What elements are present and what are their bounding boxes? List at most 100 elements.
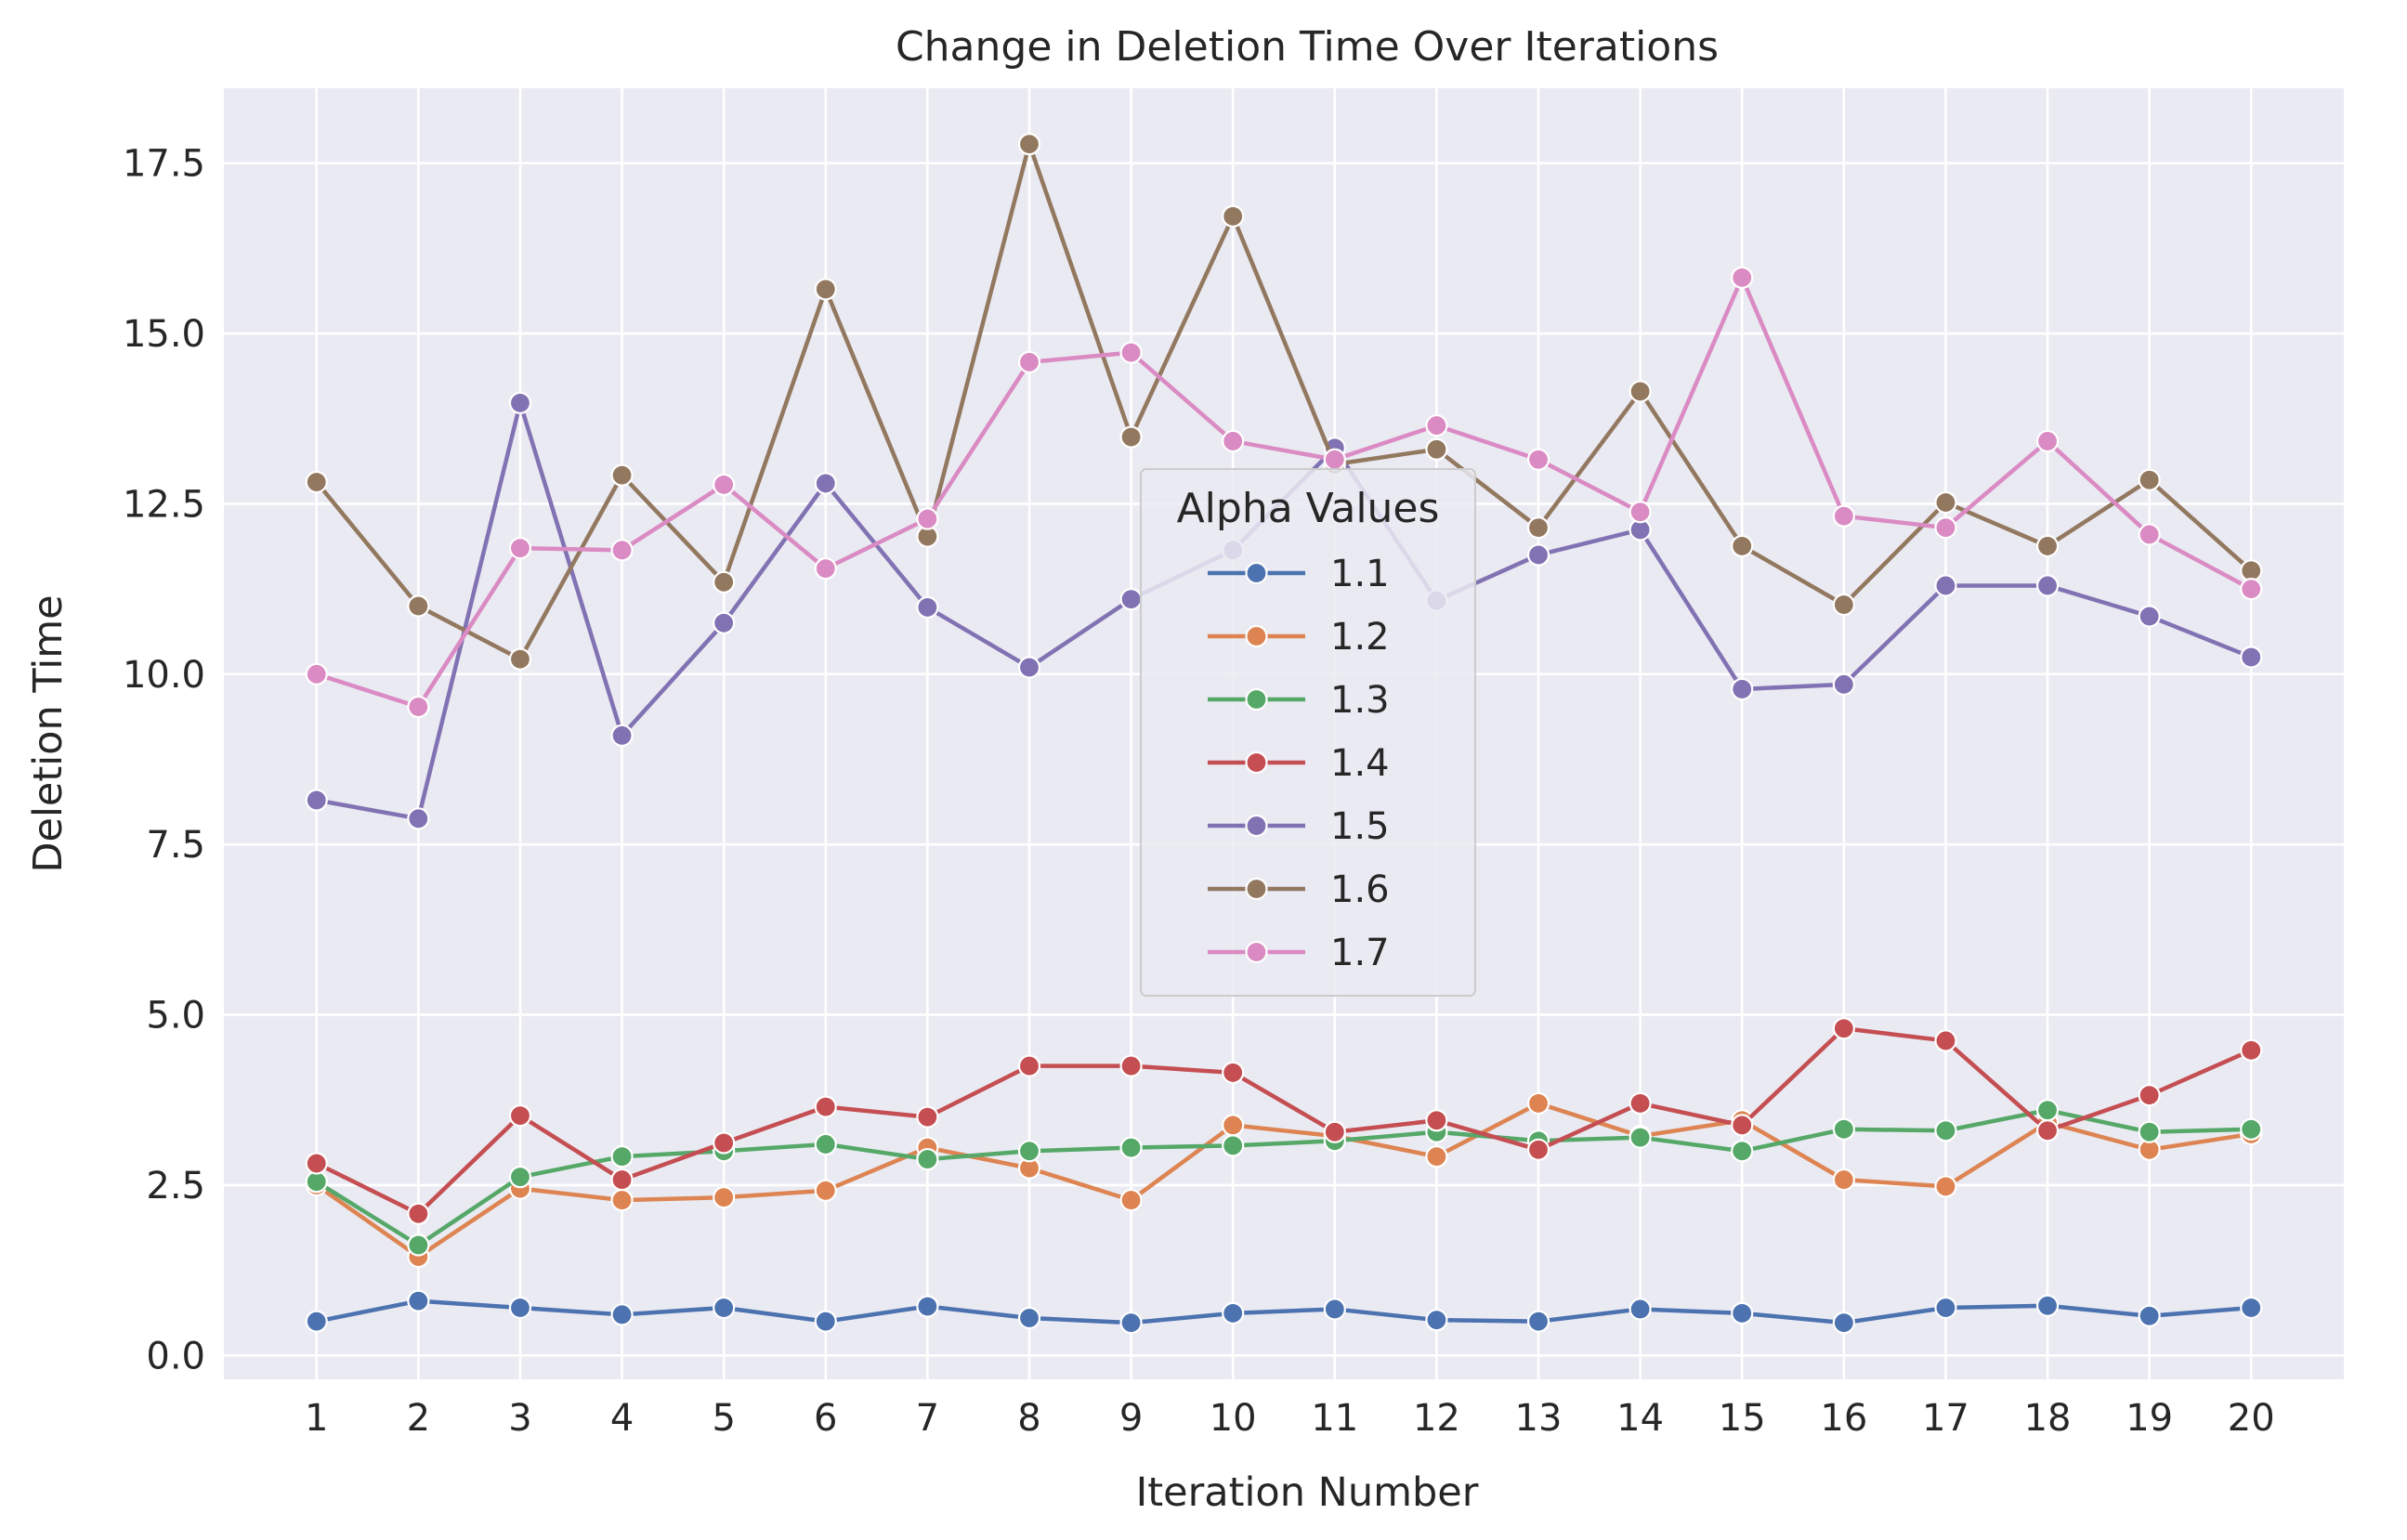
data-point <box>1425 1109 1448 1132</box>
data-point <box>814 1179 837 1202</box>
data-point <box>1425 1309 1448 1332</box>
data-point <box>2240 1296 2263 1320</box>
legend-item: 1.4 <box>1208 742 1390 785</box>
data-point <box>1222 1114 1245 1137</box>
data-point <box>1832 672 1855 696</box>
data-point <box>305 1310 328 1333</box>
legend-label: 1.2 <box>1330 616 1390 659</box>
data-point <box>1832 1168 1855 1192</box>
data-point <box>1119 425 1143 449</box>
data-point <box>305 470 328 494</box>
data-point <box>1425 1145 1448 1168</box>
y-axis-ticks: 0.0 2.5 5.0 7.5 10.0 12.5 15.0 17.5 <box>123 143 205 1378</box>
data-point <box>1017 1054 1041 1077</box>
series-line <box>314 1299 2254 1325</box>
data-point <box>814 1095 837 1118</box>
x-tick-label: 3 <box>508 1397 531 1440</box>
legend-label: 1.6 <box>1330 868 1390 911</box>
data-point <box>916 1295 939 1318</box>
y-axis-label: Deletion Time <box>25 594 72 872</box>
data-point <box>2138 1120 2161 1143</box>
data-point <box>407 695 430 719</box>
data-point <box>508 391 532 414</box>
y-tick-label: 0.0 <box>146 1335 205 1377</box>
data-point <box>508 1166 532 1189</box>
x-tick-label: 16 <box>1820 1397 1867 1440</box>
y-tick-label: 7.5 <box>146 824 205 867</box>
data-point <box>2138 468 2161 491</box>
data-point <box>1832 593 1855 617</box>
x-tick-label: 7 <box>916 1397 939 1440</box>
data-point <box>1119 341 1143 364</box>
data-point <box>814 278 837 301</box>
legend-items: 1.1 1.2 1.3 1.4 1.5 1.6 1.7 <box>1208 553 1390 974</box>
data-point <box>1934 1296 1957 1320</box>
data-point <box>305 789 328 812</box>
x-tick-label: 12 <box>1413 1397 1460 1440</box>
data-point <box>2035 574 2060 597</box>
legend-label: 1.7 <box>1330 932 1390 974</box>
legend-item: 1.5 <box>1208 805 1390 848</box>
data-point <box>814 472 837 495</box>
data-point <box>1934 1029 1957 1052</box>
series-line <box>314 1101 2254 1259</box>
data-point <box>1222 1301 1245 1325</box>
data-point <box>1222 429 1245 453</box>
data-point <box>1323 448 1346 471</box>
data-point <box>916 507 939 530</box>
x-tick-label: 2 <box>407 1397 430 1440</box>
data-point <box>2240 578 2263 601</box>
data-point <box>1222 1134 1245 1157</box>
data-point <box>305 1152 328 1175</box>
legend-marker-swatch <box>1245 940 1268 964</box>
data-point <box>407 1289 430 1312</box>
x-tick-label: 20 <box>2228 1397 2275 1440</box>
data-point <box>1934 516 1957 540</box>
data-point <box>1323 1298 1346 1321</box>
x-tick-label: 9 <box>1119 1397 1143 1440</box>
data-point <box>1425 413 1448 437</box>
data-point <box>1731 534 1754 558</box>
data-point <box>508 1296 532 1320</box>
chart-title: Change in Deletion Time Over Iterations <box>896 23 1719 71</box>
data-point <box>1934 1119 1957 1142</box>
legend-label: 1.4 <box>1330 742 1390 785</box>
legend-marker-swatch <box>1245 624 1268 648</box>
legend-item: 1.6 <box>1208 868 1390 911</box>
series-line <box>314 1025 2254 1217</box>
legend-label: 1.5 <box>1330 805 1390 848</box>
data-point <box>610 1303 634 1326</box>
data-point <box>1832 1312 1855 1335</box>
x-tick-label: 5 <box>712 1397 735 1440</box>
y-tick-label: 17.5 <box>123 143 205 186</box>
data-point <box>407 1233 430 1257</box>
data-point <box>916 595 939 620</box>
x-tick-label: 14 <box>1616 1397 1664 1440</box>
data-point <box>1629 1091 1652 1116</box>
data-point <box>814 1132 837 1156</box>
series-line <box>314 141 2254 661</box>
data-point <box>2035 1294 2060 1317</box>
y-tick-label: 15.0 <box>123 313 205 356</box>
legend-label: 1.3 <box>1330 679 1390 722</box>
legend-item: 1.3 <box>1208 679 1390 722</box>
x-tick-label: 11 <box>1311 1397 1358 1440</box>
data-point <box>1526 1310 1550 1333</box>
data-point <box>1119 1188 1143 1212</box>
legend-box <box>1140 468 1476 997</box>
data-point <box>610 463 634 487</box>
data-point <box>1934 574 1957 597</box>
x-tick-label: 6 <box>814 1397 837 1440</box>
data-point <box>1017 1306 1041 1330</box>
data-point <box>1934 490 1957 515</box>
x-tick-label: 17 <box>1922 1397 1969 1440</box>
x-tick-label: 13 <box>1515 1397 1563 1440</box>
data-point <box>2138 605 2161 628</box>
data-point <box>1731 677 1754 701</box>
data-point <box>1119 1054 1143 1077</box>
data-point <box>407 1202 430 1225</box>
legend: Alpha Values 1.1 1.2 1.3 1.4 1.5 1.6 1.7 <box>1140 468 1476 997</box>
y-tick-label: 5.0 <box>146 995 205 1038</box>
